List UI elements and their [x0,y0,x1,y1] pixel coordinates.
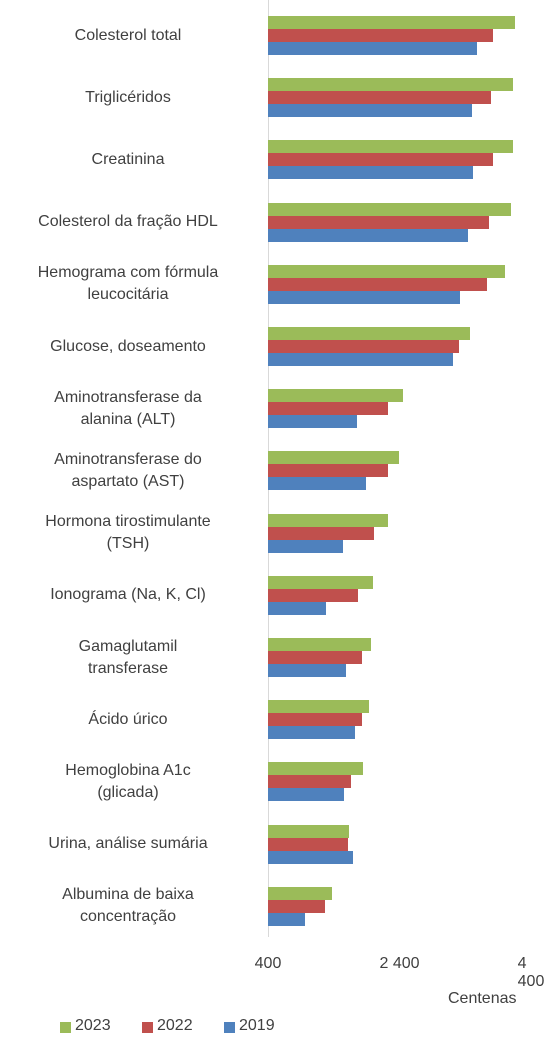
bar [268,526,374,540]
bar [268,588,359,602]
legend-swatch [142,1022,153,1033]
category-label: Hemoglobina A1c (glicada) [65,761,191,801]
bar [268,327,470,340]
bar [268,153,493,167]
legend-label: 2019 [239,1017,275,1034]
bar [268,713,363,727]
bar [268,353,453,366]
bar [268,477,366,491]
bar [268,42,478,55]
bar [268,91,491,105]
bar [268,215,489,229]
category-label: Ionograma (Na, K, Cl) [50,586,206,604]
legend-label: 2022 [157,1017,193,1034]
bar [268,824,349,838]
bar [268,415,357,429]
bar [268,451,399,465]
bar [268,726,355,740]
bar [268,575,374,589]
bar [268,166,474,180]
bar [268,638,372,651]
bar [268,912,305,926]
bar [268,601,326,615]
bar [268,104,472,118]
bar [268,788,345,802]
bar [268,886,332,900]
bar [268,290,460,304]
bar [268,837,349,851]
bar [268,700,370,714]
bar [268,29,493,42]
category-label: Colesterol total [74,26,182,44]
category-label: Creatinina [91,150,165,168]
x-tick-label: 2 400 [379,955,420,972]
category-label: Gamaglutamil transferase [78,637,178,677]
legend-label: 2023 [75,1017,111,1034]
bar [268,340,459,353]
bar [268,264,505,278]
bar [268,277,487,291]
bar [268,513,389,527]
bar [268,202,512,216]
category-label: Aminotransferase do aspartato (AST) [54,450,202,490]
category-label: Ácido úrico [88,710,168,728]
x-axis-title: Centenas [448,990,517,1007]
bar [268,664,347,677]
bar [268,651,363,664]
bar [268,464,389,478]
bar [268,539,343,553]
category-label: Hemograma com fórmula leucocitária [37,264,219,304]
category-label: Albumina de baixa concentração [62,886,194,926]
category-label: Colesterol da fração HDL [38,213,218,231]
bar [268,762,364,776]
bar [268,228,468,242]
bar [268,140,514,154]
category-label: Aminotransferase da alanina (ALT) [54,388,202,428]
bar [268,899,326,913]
x-tick-label: 4 400 [517,955,545,990]
x-tick-label: 400 [254,955,282,972]
bar [268,850,353,864]
bar [268,402,389,416]
bar [268,775,351,789]
bar [268,389,403,403]
category-label: Glucose, doseamento [50,337,206,355]
category-label: Urina, análise sumária [48,835,208,853]
category-label: Triglicéridos [85,88,171,106]
category-label: Hormona tirostimulante (TSH) [45,513,211,553]
bar [268,16,516,29]
legend-swatch [60,1022,71,1033]
legend-swatch [224,1022,235,1033]
bar [268,78,514,92]
